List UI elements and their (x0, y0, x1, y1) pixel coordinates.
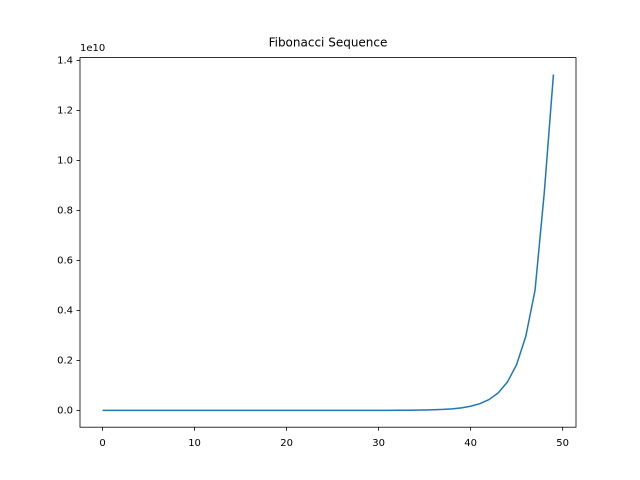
x-tick-label: 20 (280, 438, 293, 449)
y-tick-label: 0.8 (57, 205, 73, 216)
y-tick-label: 1.2 (57, 105, 73, 116)
x-tick-label: 10 (188, 438, 201, 449)
line-series (102, 74, 555, 412)
axes-frame (79, 57, 577, 428)
x-tick-label: 30 (372, 438, 385, 449)
y-tick-label: 0.0 (57, 405, 73, 416)
x-tick-label: 0 (99, 438, 105, 449)
y-tick-label: 0.4 (57, 305, 73, 316)
y-tick-label: 1.4 (57, 55, 73, 66)
x-tick-label: 40 (464, 438, 477, 449)
y-tick-label: 0.6 (57, 255, 73, 266)
y-tick-label: 0.2 (57, 355, 73, 366)
x-tick-label: 50 (556, 438, 569, 449)
y-tick-label: 1.0 (57, 155, 73, 166)
chart-title: Fibonacci Sequence (269, 36, 388, 50)
y-offset-label: 1e10 (80, 43, 105, 54)
